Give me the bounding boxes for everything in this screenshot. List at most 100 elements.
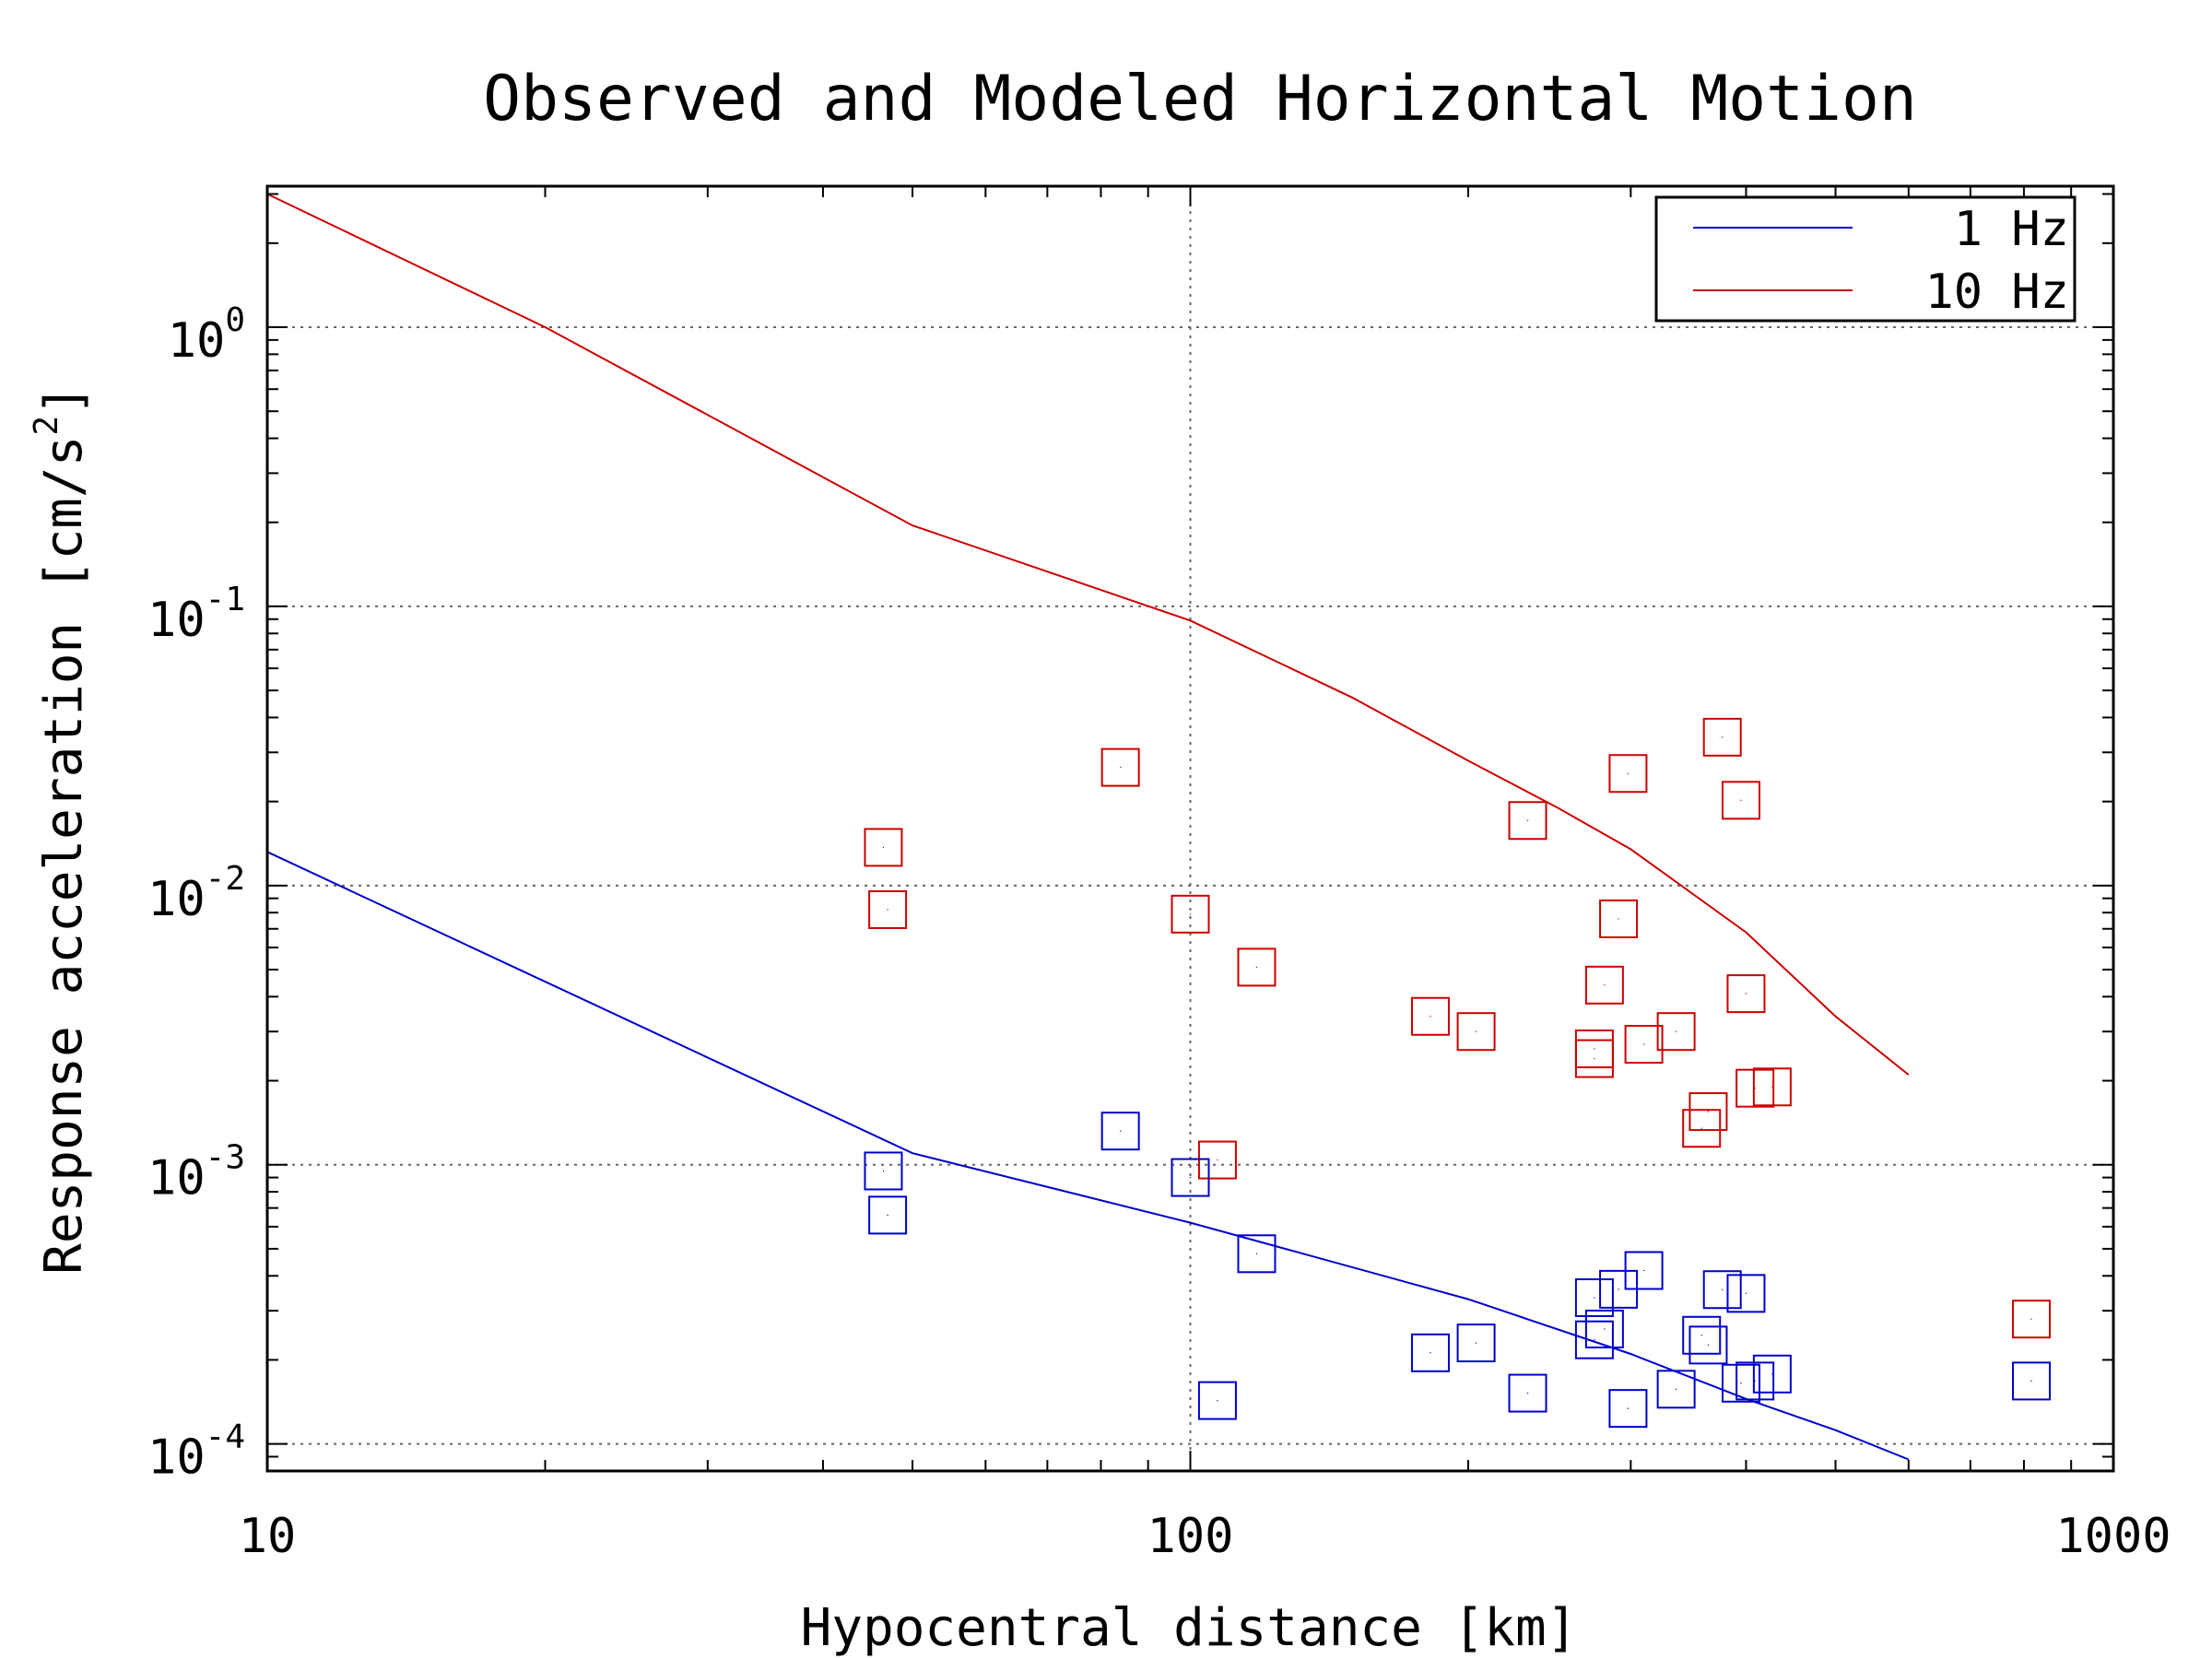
marker-dot-3-7 [1475,1342,1477,1344]
marker-3-3 [1171,1158,1210,1197]
y-tick-label: 10-1 [147,581,245,648]
legend: 1 Hz 10 Hz [1654,195,2077,323]
marker-2-0 [864,828,903,867]
marker-3-23 [2012,1361,2052,1401]
marker-3-2 [1100,1112,1140,1151]
marker-2-23 [2012,1300,2052,1339]
marker-2-10 [1574,1039,1614,1078]
marker-dot-3-5 [1255,1253,1258,1254]
marker-dot-2-13 [1627,772,1630,774]
y-tick-label: 100 [168,301,245,369]
marker-dot-3-4 [1217,1399,1218,1402]
series-lines [266,193,1910,1461]
marker-dot-3-14 [1642,1269,1645,1272]
marker-3-6 [1410,1333,1450,1372]
marker-dot-3-8 [1526,1392,1529,1394]
marker-dot-2-22 [1771,1086,1773,1088]
y-axis-label-end: ] [34,384,94,416]
y-axis-label: Response acceleration [cm/s2] [28,384,94,1275]
marker-2-15 [1656,1012,1696,1052]
marker-dot-2-18 [1722,736,1724,738]
marker-3-15 [1656,1370,1696,1409]
y-axis-label-superscript: 2 [28,416,65,436]
marker-2-22 [1752,1067,1792,1107]
marker-dot-3-22 [1771,1373,1773,1375]
marker-2-12 [1599,899,1639,938]
marker-3-21 [1735,1361,1775,1401]
series-line-1 [266,193,1910,1076]
svg-text:Response acceleration [cm/s2]: Response acceleration [cm/s2] [28,384,94,1275]
marker-dot-2-16 [1700,1127,1702,1129]
marker-dot-3-17 [1707,1344,1710,1346]
x-tick-label: 1000 [2055,1509,2171,1564]
marker-3-0 [864,1151,903,1191]
marker-dot-3-13 [1627,1407,1630,1409]
marker-2-20 [1726,974,1766,1014]
marker-dot-2-14 [1642,1043,1645,1045]
data-markers [864,717,2052,1429]
grid-lines [267,186,2113,1471]
marker-2-17 [1688,1092,1728,1132]
marker-3-17 [1688,1325,1728,1365]
marker-2-7 [1456,1012,1496,1052]
legend-label-1hz: 1 Hz [1954,202,2069,257]
marker-2-18 [1702,717,1742,757]
marker-dot-2-2 [1120,767,1122,769]
marker-dot-3-19 [1740,1382,1742,1384]
marker-3-1 [868,1195,908,1235]
marker-2-8 [1508,801,1547,841]
marker-3-20 [1726,1274,1766,1313]
marker-2-16 [1682,1109,1722,1148]
marker-dot-2-11 [1604,984,1606,986]
x-tick-label: 100 [1147,1509,1234,1564]
marker-dot-3-3 [1189,1176,1192,1179]
marker-dot-3-21 [1754,1380,1756,1382]
marker-2-2 [1100,747,1140,787]
marker-2-19 [1721,781,1760,820]
marker-2-11 [1584,965,1624,1005]
marker-2-1 [868,889,908,929]
tick-labels: 10 100 1000 100 10-1 10-2 10-3 10-4 [147,301,2171,1564]
marker-2-6 [1410,996,1450,1036]
marker-dot-3-20 [1745,1292,1747,1294]
marker-3-4 [1197,1381,1237,1420]
chart-title: Observed and Modeled Horizontal Motion [483,63,1917,135]
legend-label-10hz: 10 Hz [1924,265,2069,320]
marker-3-18 [1702,1270,1742,1310]
series-line-0 [266,851,1910,1461]
marker-dot-2-7 [1475,1030,1477,1032]
marker-dot-2-15 [1676,1030,1677,1032]
marker-dot-3-11 [1604,1328,1606,1330]
marker-3-10 [1574,1320,1614,1359]
marker-3-9 [1574,1277,1614,1317]
marker-dot-3-2 [1120,1130,1122,1132]
marker-3-8 [1508,1373,1547,1413]
y-tick-label: 10-2 [147,860,245,927]
marker-dot-2-5 [1255,966,1258,969]
marker-2-13 [1608,754,1648,794]
legend-box [1654,195,2077,323]
marker-3-22 [1752,1354,1792,1394]
y-tick-label: 10-3 [147,1139,245,1206]
marker-3-16 [1682,1315,1722,1355]
marker-3-13 [1608,1389,1648,1429]
marker-3-19 [1721,1363,1760,1403]
marker-2-21 [1735,1068,1775,1108]
x-axis-label: Hypocentral distance [km] [801,1598,1578,1658]
marker-dot-2-8 [1526,819,1529,821]
marker-dot-3-18 [1722,1288,1724,1290]
x-tick-label: 10 [239,1509,297,1564]
y-tick-label: 10-4 [147,1418,245,1486]
axis-ticks [266,186,2113,1472]
marker-dot-2-23 [2030,1318,2032,1320]
marker-2-5 [1237,947,1277,987]
marker-dot-3-23 [2030,1380,2032,1382]
marker-dot-2-0 [882,846,885,849]
marker-3-14 [1624,1251,1664,1290]
marker-dot-2-4 [1217,1159,1218,1161]
marker-2-14 [1624,1025,1664,1065]
marker-dot-3-15 [1676,1388,1677,1390]
marker-3-11 [1584,1309,1624,1348]
marker-dot-2-19 [1740,799,1742,801]
